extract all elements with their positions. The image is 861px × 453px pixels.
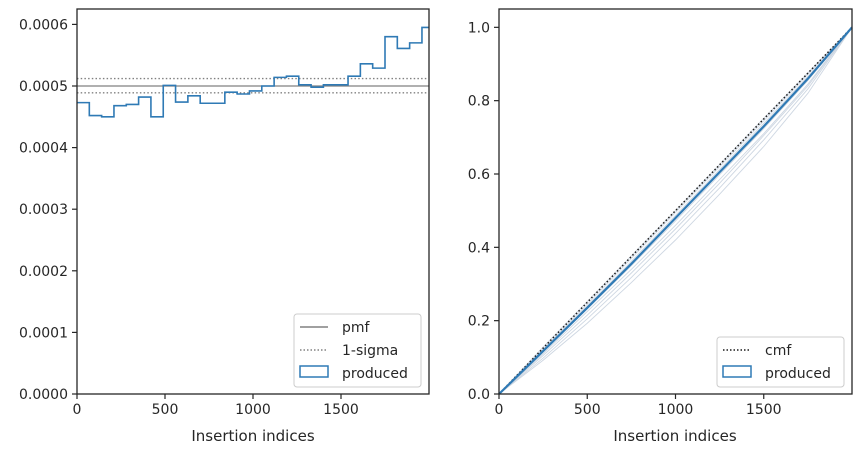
left-y-tick-label: 0.0006	[19, 17, 68, 33]
right-y-tick-label: 1.0	[468, 20, 490, 36]
left-y-ticks: 0.0000 0.0001 0.0002 0.0003 0.0004 0.0005 0.00…	[19, 17, 77, 403]
right-y-tick-label: 0.0	[468, 387, 490, 403]
right-legend-cmf-label: cmf	[765, 343, 792, 359]
right-x-axis-label: Insertion indices	[613, 427, 736, 445]
left-x-tick-label: 500	[152, 402, 179, 418]
left-y-tick-label: 0.0000	[19, 387, 68, 403]
left-legend-produced-swatch	[299, 365, 329, 378]
produced-step-path	[77, 26, 429, 118]
left-x-ticks: 0 500 1000 1500	[73, 394, 359, 418]
left-legend-pmf-label: pmf	[342, 320, 371, 336]
left-y-tick-label: 0.0001	[19, 325, 68, 341]
right-produced-line	[498, 26, 853, 395]
left-legend-box	[293, 313, 422, 388]
left-y-tick-label: 0.0004	[19, 141, 68, 157]
left-produced-step	[77, 26, 429, 118]
right-legend: cmf produced	[716, 336, 845, 388]
right-x-ticks: 0 500 1000 1500	[495, 394, 782, 418]
left-legend-produced-label: produced	[342, 366, 408, 382]
trial-line	[498, 27, 853, 395]
left-y-tick-label: 0.0003	[19, 202, 68, 218]
right-x-tick-label: 0	[495, 402, 504, 418]
left-x-tick-label: 1000	[235, 402, 271, 418]
right-y-tick-label: 0.2	[468, 314, 490, 330]
left-x-tick-label: 1500	[323, 402, 359, 418]
right-chart-cmf: 0 500 1000 1500 0.0 0.2 0.4 0.6 0.8 1.0 Insertio…	[468, 8, 853, 445]
trial-line	[498, 27, 853, 395]
right-plot-area	[499, 9, 852, 394]
left-x-tick-label: 0	[73, 402, 82, 418]
produced-line	[498, 26, 853, 395]
trial-line	[498, 27, 853, 395]
left-legend: pmf 1-sigma produced	[293, 313, 422, 388]
right-legend-produced-swatch	[722, 365, 752, 378]
left-legend-sigma-label: 1-sigma	[342, 343, 398, 359]
left-y-tick-label: 0.0005	[19, 79, 68, 95]
right-y-tick-label: 0.6	[468, 167, 490, 183]
trial-line	[498, 27, 853, 395]
right-x-tick-label: 500	[574, 402, 601, 418]
right-y-ticks: 0.0 0.2 0.4 0.6 0.8 1.0	[468, 20, 499, 403]
right-y-tick-label: 0.8	[468, 94, 490, 110]
left-chart-pmf: 0 500 1000 1500 0.00000.00010.00020.00030.0…	[19, 8, 430, 445]
right-legend-produced-label: produced	[765, 366, 831, 382]
left-x-axis-label: Insertion indices	[191, 427, 314, 445]
right-x-tick-label: 1500	[746, 402, 782, 418]
right-y-tick-label: 0.4	[468, 240, 490, 256]
left-sigma-lines	[77, 77, 429, 94]
left-y-tick-label: 0.0002	[19, 264, 68, 280]
trial-line	[498, 27, 853, 395]
right-x-tick-label: 1000	[658, 402, 694, 418]
right-trial-lines	[498, 27, 853, 395]
